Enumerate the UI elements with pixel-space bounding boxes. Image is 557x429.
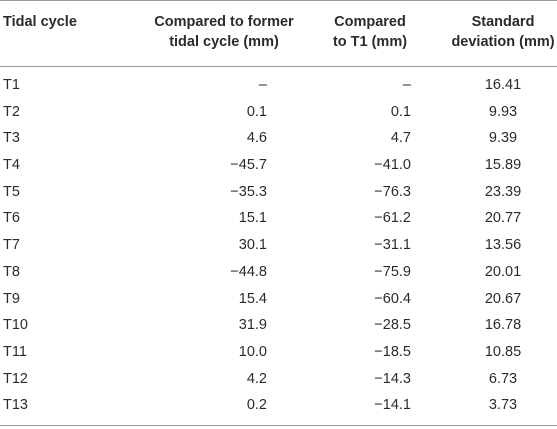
cell-compared-t1: – (402, 77, 411, 93)
cell-tidal-cycle: T7 (3, 237, 20, 254)
table-row: T2 0.1 0.1 9.93 (0, 99, 557, 126)
cell-tidal-cycle: T1 (3, 77, 20, 93)
cell-standard-deviation: 9.39 (488, 130, 518, 147)
cell-compared-former: −45.7 (230, 157, 267, 174)
header-standard-deviation: Standard deviation (mm) (449, 12, 557, 52)
cell-compared-former: −35.3 (230, 183, 267, 200)
cell-tidal-cycle: T2 (3, 103, 20, 120)
table-row: T13 0.2 −14.1 3.73 (0, 392, 557, 419)
cell-standard-deviation: 20.77 (484, 210, 522, 227)
header-compared-former-line1: Compared to former (154, 14, 294, 30)
cell-standard-deviation: 16.41 (484, 77, 522, 93)
cell-standard-deviation: 16.78 (484, 317, 522, 334)
table-row: T9 15.4 −60.4 20.67 (0, 286, 557, 313)
cell-compared-t1: −14.1 (374, 397, 411, 414)
cell-compared-t1: −18.5 (374, 343, 411, 360)
cell-compared-t1: −31.1 (374, 237, 411, 254)
cell-tidal-cycle: T9 (3, 290, 20, 307)
cell-compared-t1: −14.3 (374, 370, 411, 387)
table-row: T8 −44.8 −75.9 20.01 (0, 259, 557, 286)
cell-compared-former: 0.2 (246, 397, 267, 414)
cell-tidal-cycle: T4 (3, 157, 20, 174)
table-row: T10 31.9 −28.5 16.78 (0, 312, 557, 339)
header-compared-t1-line2: to T1 (mm) (332, 34, 408, 50)
header-tidal-cycle: Tidal cycle (3, 12, 77, 32)
header-standard-deviation-line2: deviation (mm) (451, 34, 555, 50)
cell-compared-t1: 0.1 (390, 103, 411, 120)
table-row: T3 4.6 4.7 9.39 (0, 125, 557, 152)
header-compared-former: Compared to former tidal cycle (mm) (124, 12, 324, 52)
cell-tidal-cycle: T3 (3, 130, 20, 147)
cell-compared-t1: −76.3 (374, 183, 411, 200)
cell-compared-t1: −60.4 (374, 290, 411, 307)
cell-compared-former: 10.0 (238, 343, 267, 360)
table-row: T7 30.1 −31.1 13.56 (0, 232, 557, 259)
cell-compared-former: 30.1 (238, 237, 267, 254)
cell-compared-former: −44.8 (230, 263, 267, 280)
cell-tidal-cycle: T10 (3, 317, 28, 334)
cell-standard-deviation: 9.93 (488, 103, 518, 120)
cell-compared-former: – (258, 77, 267, 93)
cell-compared-former: 31.9 (238, 317, 267, 334)
header-compared-t1: Compared to T1 (mm) (322, 12, 418, 52)
table-body: T1 – – 16.41 T2 0.1 0.1 9.93 T3 4.6 4.7 … (0, 72, 557, 419)
cell-compared-t1: −75.9 (374, 263, 411, 280)
cell-tidal-cycle: T13 (3, 397, 28, 414)
cell-compared-t1: 4.7 (390, 130, 411, 147)
cell-standard-deviation: 10.85 (484, 343, 522, 360)
cell-compared-former: 4.2 (246, 370, 267, 387)
table-top-rule (0, 0, 557, 1)
table-row: T6 15.1 −61.2 20.77 (0, 205, 557, 232)
cell-standard-deviation: 6.73 (488, 370, 518, 387)
table-row: T11 10.0 −18.5 10.85 (0, 339, 557, 366)
cell-compared-former: 0.1 (246, 103, 267, 120)
header-compared-former-line2: tidal cycle (mm) (169, 34, 279, 50)
cell-tidal-cycle: T11 (3, 343, 27, 360)
table-row: T4 −45.7 −41.0 15.89 (0, 152, 557, 179)
cell-compared-t1: −61.2 (374, 210, 411, 227)
cell-standard-deviation: 23.39 (484, 183, 522, 200)
cell-standard-deviation: 3.73 (488, 397, 518, 414)
table-row: T1 – – 16.41 (0, 72, 557, 99)
cell-compared-t1: −28.5 (374, 317, 411, 334)
cell-standard-deviation: 20.67 (484, 290, 522, 307)
cell-compared-former: 15.1 (238, 210, 267, 227)
cell-compared-t1: −41.0 (374, 157, 411, 174)
cell-compared-former: 4.6 (246, 130, 267, 147)
cell-standard-deviation: 15.89 (484, 157, 522, 174)
cell-tidal-cycle: T8 (3, 263, 20, 280)
header-compared-t1-line1: Compared (334, 14, 406, 30)
cell-standard-deviation: 13.56 (484, 237, 522, 254)
cell-tidal-cycle: T12 (3, 370, 28, 387)
header-tidal-cycle-label: Tidal cycle (3, 14, 77, 30)
header-standard-deviation-line1: Standard (471, 14, 535, 30)
table-header: Tidal cycle Compared to former tidal cyc… (0, 0, 557, 66)
cell-compared-former: 15.4 (238, 290, 267, 307)
cell-standard-deviation: 20.01 (484, 263, 522, 280)
table-row: T12 4.2 −14.3 6.73 (0, 366, 557, 393)
table-bottom-rule (0, 425, 557, 426)
cell-tidal-cycle: T6 (3, 210, 20, 227)
table-row: T5 −35.3 −76.3 23.39 (0, 179, 557, 206)
table-header-rule (0, 66, 557, 67)
cell-tidal-cycle: T5 (3, 183, 20, 200)
